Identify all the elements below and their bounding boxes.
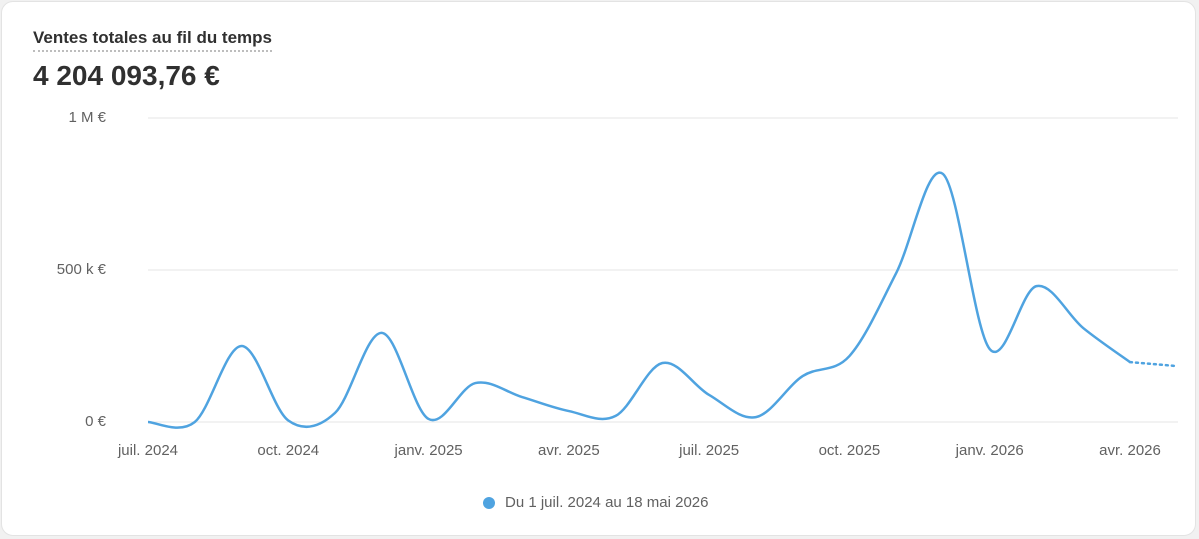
legend-dot — [483, 497, 495, 509]
x-tick-label: avr. 2026 — [1099, 442, 1161, 459]
x-tick-label: juil. 2025 — [678, 442, 739, 459]
y-tick-label: 0 € — [85, 413, 107, 430]
x-tick-label: janv. 2026 — [955, 442, 1024, 459]
x-tick-label: janv. 2025 — [394, 442, 463, 459]
partial-line — [1128, 360, 1179, 368]
x-tick-label: oct. 2024 — [257, 442, 319, 459]
total-value: 4 204 093,76 € — [33, 60, 220, 91]
y-tick-label: 1 M € — [68, 109, 106, 126]
line — [147, 171, 1131, 429]
x-tick-label: juil. 2024 — [117, 442, 178, 459]
x-tick-label: oct. 2025 — [819, 442, 881, 459]
x-tick-label: avr. 2025 — [538, 442, 600, 459]
card-title[interactable]: Ventes totales au fil du temps — [33, 28, 273, 52]
legend-label: Du 1 juil. 2024 au 18 mai 2026 — [505, 494, 708, 511]
y-tick-label: 500 k € — [57, 261, 107, 278]
